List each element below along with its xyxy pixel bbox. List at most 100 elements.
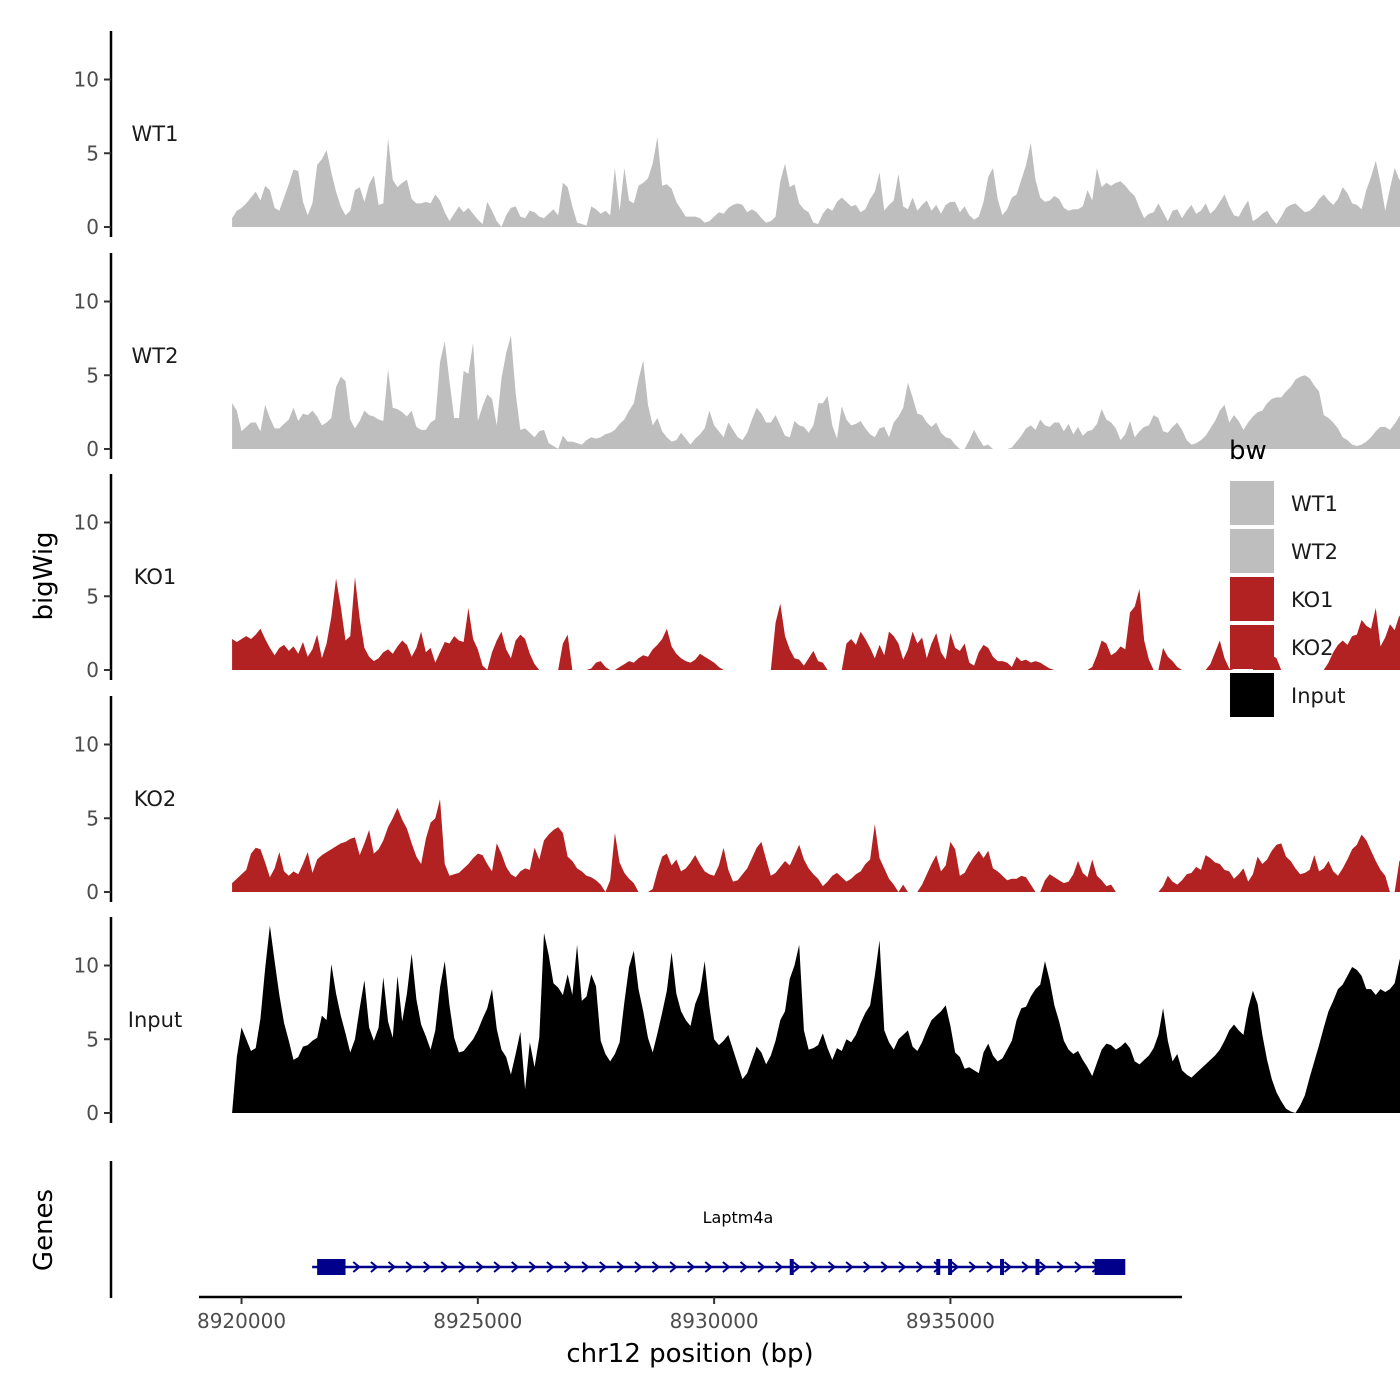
strand-arrow	[440, 1261, 449, 1273]
gene-exon-3	[936, 1259, 941, 1275]
y-tick-label-ko2-0: 0	[86, 880, 99, 904]
strand-arrow	[493, 1261, 502, 1273]
strand-arrow	[511, 1261, 520, 1273]
gene-exon-2	[789, 1259, 794, 1275]
strand-arrow	[563, 1261, 573, 1273]
strand-arrow	[599, 1261, 608, 1273]
legend-label-ko1: KO1	[1291, 588, 1334, 612]
track-ko2: 0 5 10 KO2	[74, 696, 1400, 904]
strand-arrow	[722, 1261, 731, 1273]
strand-arrow	[1039, 1261, 1048, 1273]
strand-arrow	[634, 1261, 643, 1273]
track-label-ko2: KO2	[134, 787, 177, 811]
strand-arrow	[423, 1261, 432, 1273]
gene-exon-1	[317, 1259, 346, 1275]
y-tick-label-ko1-5: 5	[86, 584, 99, 608]
strand-arrow	[405, 1261, 414, 1273]
strand-arrow	[651, 1261, 661, 1273]
strand-arrow	[387, 1261, 397, 1273]
y-tick-label-wt1-5: 5	[86, 141, 99, 165]
legend-label-wt2: WT2	[1291, 540, 1338, 564]
track-wt1: 0 5 10 WT1	[74, 31, 1400, 239]
y-tick-label-input-0: 0	[86, 1101, 99, 1125]
strand-arrow	[1056, 1261, 1065, 1273]
coverage-area-ko1	[232, 577, 1400, 670]
y-tick-label-input-5: 5	[86, 1027, 99, 1051]
strand-arrow	[1021, 1261, 1030, 1273]
strand-arrow	[352, 1261, 361, 1273]
x-tick-label-8930000: 8930000	[670, 1309, 759, 1333]
track-wt2: 0 5 10 WT2	[74, 253, 1400, 461]
strand-arrow	[475, 1261, 485, 1273]
coverage-area-ko2	[232, 799, 1400, 892]
strand-arrow	[845, 1261, 854, 1273]
strand-arrow	[669, 1261, 678, 1273]
track-panels: 0 5 10 WT1 0 5 10 WT2 0 5 10 KO1 0 5 10 KO2 0 5 10 Input	[74, 31, 1400, 1125]
legend-key-wt1	[1230, 481, 1274, 525]
strand-arrow	[810, 1261, 819, 1273]
y-tick-label-input-10: 10	[74, 954, 99, 978]
y-tick-label-wt2-0: 0	[86, 437, 99, 461]
strand-arrow	[968, 1261, 977, 1273]
legend-label-wt1: WT1	[1291, 492, 1338, 516]
strand-arrow	[951, 1261, 960, 1273]
legend-key-wt2	[1230, 529, 1274, 573]
strand-arrow	[827, 1261, 837, 1273]
legend: bw WT1 WT2 KO1 KO2 Input	[1229, 436, 1345, 717]
strand-arrow	[704, 1261, 713, 1273]
y-tick-label-ko1-0: 0	[86, 658, 99, 682]
strand-arrow	[1074, 1261, 1083, 1273]
x-tick-label-8925000: 8925000	[433, 1309, 522, 1333]
x-axis-title: chr12 position (bp)	[566, 1339, 813, 1369]
gene-exon-4	[948, 1259, 953, 1275]
x-tick-label-8920000: 8920000	[197, 1309, 286, 1333]
gene-model	[312, 1259, 1126, 1275]
y-tick-label-ko1-10: 10	[74, 511, 99, 535]
y-tick-label-wt1-10: 10	[74, 68, 99, 92]
legend-label-ko2: KO2	[1291, 636, 1334, 660]
y-tick-label-wt2-5: 5	[86, 363, 99, 387]
legend-label-input: Input	[1291, 684, 1345, 708]
x-axis: 8920000 8925000 8930000 8935000	[197, 1295, 1182, 1333]
gene-exon-7	[1094, 1259, 1126, 1275]
strand-arrow	[528, 1261, 537, 1273]
strand-arrow	[370, 1261, 379, 1273]
strand-arrow	[687, 1261, 696, 1273]
strand-arrow	[757, 1261, 766, 1273]
track-ko1: 0 5 10 KO1	[74, 474, 1400, 682]
legend-key-ko1	[1230, 577, 1274, 621]
strand-arrow	[898, 1261, 907, 1273]
track-label-input: Input	[128, 1008, 182, 1032]
gene-exon-6	[1035, 1259, 1040, 1275]
y-axis-title: bigWig	[29, 531, 59, 620]
strand-arrow	[915, 1261, 925, 1273]
legend-key-ko2	[1230, 625, 1274, 669]
legend-key-input	[1230, 673, 1274, 717]
strand-arrow	[616, 1261, 625, 1273]
track-label-wt2: WT2	[132, 344, 179, 368]
genes-axis-title: Genes	[29, 1189, 59, 1271]
strand-arrow	[863, 1261, 872, 1273]
strand-arrow	[792, 1261, 801, 1273]
y-tick-label-wt1-0: 0	[86, 215, 99, 239]
strand-arrow	[739, 1261, 749, 1273]
coverage-area-wt2	[232, 335, 1400, 449]
y-tick-label-wt2-10: 10	[74, 290, 99, 314]
strand-arrow	[880, 1261, 889, 1273]
strand-arrow	[581, 1261, 590, 1273]
coverage-area-wt1	[232, 137, 1400, 227]
x-tick-label-8935000: 8935000	[906, 1309, 995, 1333]
gene-track-panel: Laptm4a	[109, 1161, 1126, 1298]
strand-arrow	[775, 1261, 784, 1273]
gene-exon-5	[1000, 1259, 1005, 1275]
y-tick-label-ko2-10: 10	[74, 733, 99, 757]
coverage-area-input	[232, 925, 1400, 1113]
strand-arrow	[986, 1261, 995, 1273]
gene-name-label: Laptm4a	[703, 1208, 774, 1227]
legend-title: bw	[1229, 436, 1267, 466]
track-label-ko1: KO1	[134, 565, 177, 589]
strand-arrow	[546, 1261, 555, 1273]
strand-arrow	[458, 1261, 467, 1273]
track-input: 0 5 10 Input	[74, 917, 1400, 1125]
